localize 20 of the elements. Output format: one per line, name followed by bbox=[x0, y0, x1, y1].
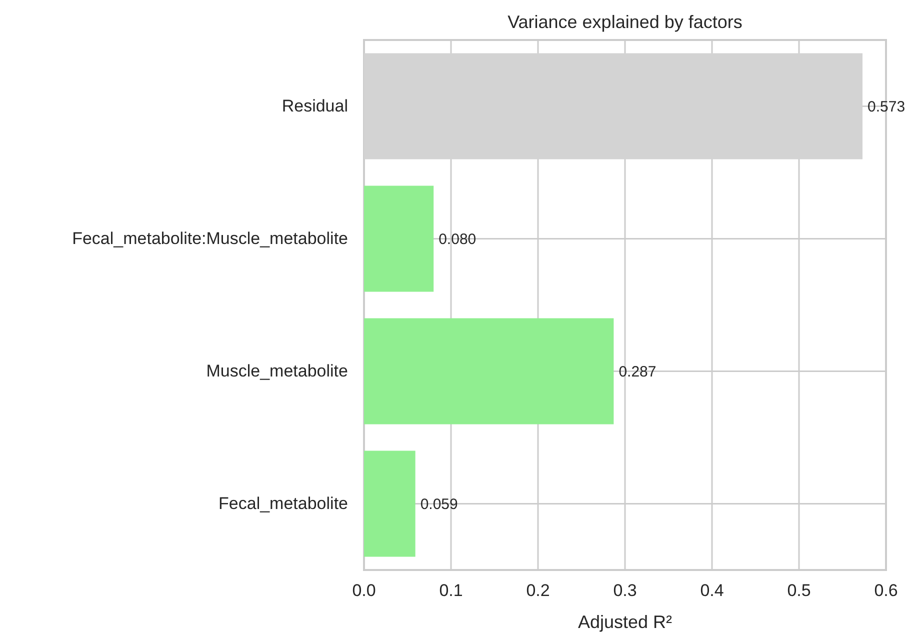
x-tick-label: 0.2 bbox=[526, 581, 550, 600]
x-tick-label: 0.6 bbox=[874, 581, 898, 600]
data-label: 0.059 bbox=[420, 496, 458, 513]
bar bbox=[364, 318, 614, 424]
y-tick-label: Muscle_metabolite bbox=[206, 362, 348, 381]
data-label: 0.287 bbox=[618, 364, 656, 380]
y-tick-label: Residual bbox=[282, 96, 348, 116]
y-tick-label: Fecal_metabolite bbox=[218, 494, 348, 514]
x-tick-label: 0.3 bbox=[613, 581, 637, 600]
bar bbox=[364, 186, 434, 292]
x-tick-label: 0.0 bbox=[352, 581, 376, 600]
x-tick-label: 0.4 bbox=[700, 581, 724, 600]
y-tick-label: Fecal_metabolite:Muscle_metabolite bbox=[72, 229, 348, 248]
x-tick-label: 0.1 bbox=[439, 581, 463, 600]
data-label: 0.573 bbox=[868, 98, 906, 116]
chart-title: Variance explained by factors bbox=[508, 12, 742, 32]
bar bbox=[364, 450, 416, 557]
x-tick-label: 0.5 bbox=[787, 581, 811, 600]
data-label: 0.080 bbox=[438, 231, 476, 248]
x-axis-title: Adjusted R² bbox=[578, 612, 672, 632]
